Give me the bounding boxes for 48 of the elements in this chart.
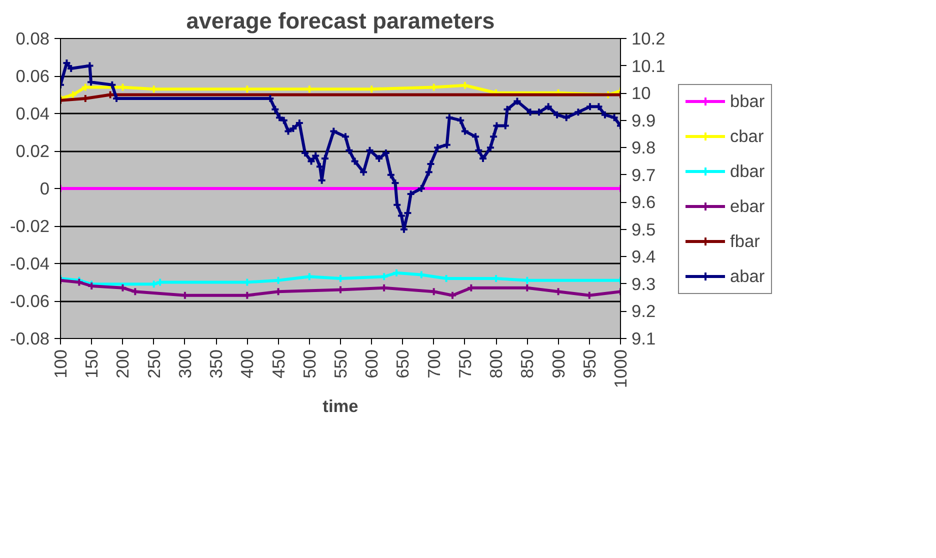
x-tick-label: 550 — [330, 349, 350, 378]
x-tick-label: 1000 — [610, 349, 630, 388]
y-tick-label: -0.06 — [10, 291, 50, 311]
x-tick-label: 800 — [486, 349, 506, 378]
x-tick-label: 350 — [206, 349, 226, 378]
y2-tick-label: 9.9 — [632, 110, 656, 130]
x-tick-label: 150 — [82, 349, 102, 378]
y-tick-label: -0.04 — [10, 254, 50, 274]
chart-title: average forecast parameters — [186, 8, 495, 34]
y2-tick-label: 10.2 — [632, 28, 666, 48]
y-tick-label: 0.08 — [16, 28, 50, 48]
y2-tick-label: 9.7 — [632, 164, 656, 185]
y2-tick-label: 9.8 — [632, 138, 656, 158]
x-tick-label: 250 — [144, 349, 164, 378]
x-tick-label: 500 — [299, 349, 320, 378]
y-tick-label: 0.04 — [16, 104, 50, 124]
x-tick-label: 400 — [237, 349, 258, 378]
x-tick-label: 850 — [517, 349, 538, 378]
y-tick-label: -0.02 — [10, 216, 50, 236]
x-tick-label: 750 — [454, 349, 475, 378]
x-tick-label: 450 — [268, 349, 288, 378]
legend-label: dbar — [730, 160, 765, 182]
y-tick-label: 0.02 — [16, 141, 50, 161]
x-tick-label: 200 — [112, 349, 133, 378]
legend-label: bbar — [730, 90, 765, 112]
x-tick-label: 900 — [548, 349, 568, 378]
legend-label: abar — [730, 266, 765, 286]
y2-tick-label: 9.1 — [632, 328, 656, 348]
y2-tick-label: 9.5 — [632, 219, 656, 240]
y2-tick-label: 10.1 — [632, 56, 666, 76]
y2-tick-label: 9.6 — [632, 192, 656, 212]
y2-tick-label: 9.2 — [632, 301, 656, 322]
x-tick-label: 700 — [424, 349, 444, 378]
y2-tick-label: 9.3 — [632, 274, 656, 294]
x-tick-label: 950 — [579, 349, 600, 378]
x-tick-label: 650 — [392, 349, 413, 378]
x-axis-title: time — [322, 396, 359, 416]
y-tick-label: 0 — [40, 178, 50, 198]
x-tick-label: 300 — [174, 349, 195, 378]
legend-label: cbar — [730, 126, 764, 146]
y2-tick-label: 10 — [632, 83, 651, 104]
x-tick-label: 600 — [362, 349, 382, 378]
y-tick-label: -0.08 — [10, 328, 50, 348]
y-tick-label: 0.06 — [16, 66, 50, 86]
x-tick-label: 100 — [50, 349, 70, 378]
legend-label: fbar — [730, 230, 760, 252]
legend-label: ebar — [730, 196, 765, 216]
y2-tick-label: 9.4 — [632, 246, 656, 267]
